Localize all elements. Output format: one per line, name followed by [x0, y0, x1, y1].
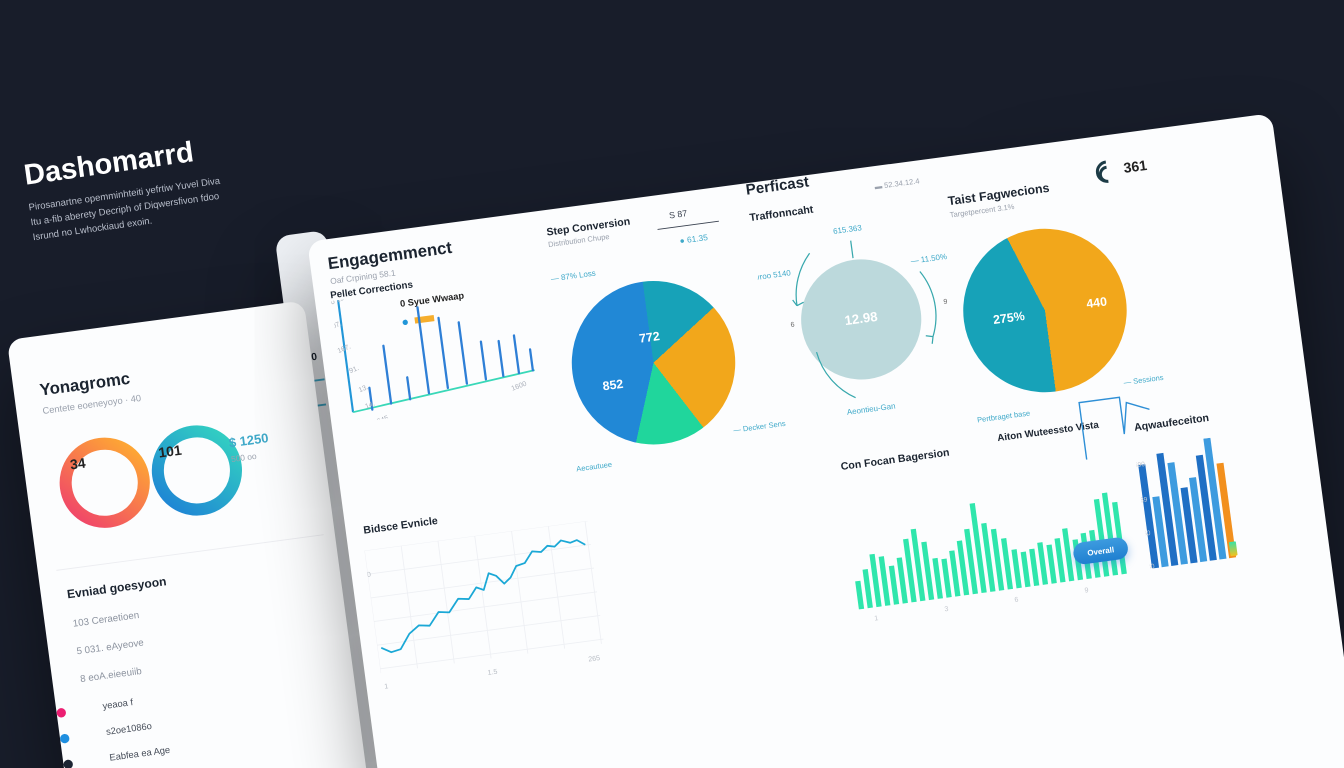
svg-text:Aeontieu-Gan: Aeontieu-Gan — [846, 401, 896, 416]
svg-text:3: 3 — [944, 606, 949, 613]
svg-text:91.: 91. — [348, 365, 360, 375]
svg-text:50: 50 — [371, 667, 380, 675]
svg-text:1600: 1600 — [511, 380, 528, 392]
svg-text:1345: 1345 — [373, 415, 390, 424]
svg-text:1.5: 1.5 — [487, 669, 498, 677]
svg-text:9: 9 — [943, 298, 948, 305]
svg-text:1: 1 — [874, 615, 879, 622]
svg-text:13.: 13. — [358, 384, 370, 394]
svg-text:Avroo 5140: Avroo 5140 — [751, 268, 792, 282]
svg-text:60: 60 — [841, 581, 848, 589]
svg-text:— 11.50%: — 11.50% — [910, 252, 947, 266]
svg-text:14.: 14. — [364, 401, 376, 411]
svg-text:10: 10 — [368, 640, 377, 648]
svg-text:265: 265 — [588, 655, 601, 664]
svg-text:6: 6 — [790, 322, 795, 329]
svg-text:615.363: 615.363 — [833, 223, 863, 236]
svg-text:292.130: 292.130 — [1134, 563, 1155, 573]
svg-text:6: 6 — [1014, 597, 1019, 604]
svg-text:1: 1 — [384, 683, 389, 690]
svg-text:900: 900 — [364, 605, 372, 614]
svg-text:90: 90 — [841, 549, 844, 557]
svg-text:9: 9 — [1084, 587, 1089, 594]
